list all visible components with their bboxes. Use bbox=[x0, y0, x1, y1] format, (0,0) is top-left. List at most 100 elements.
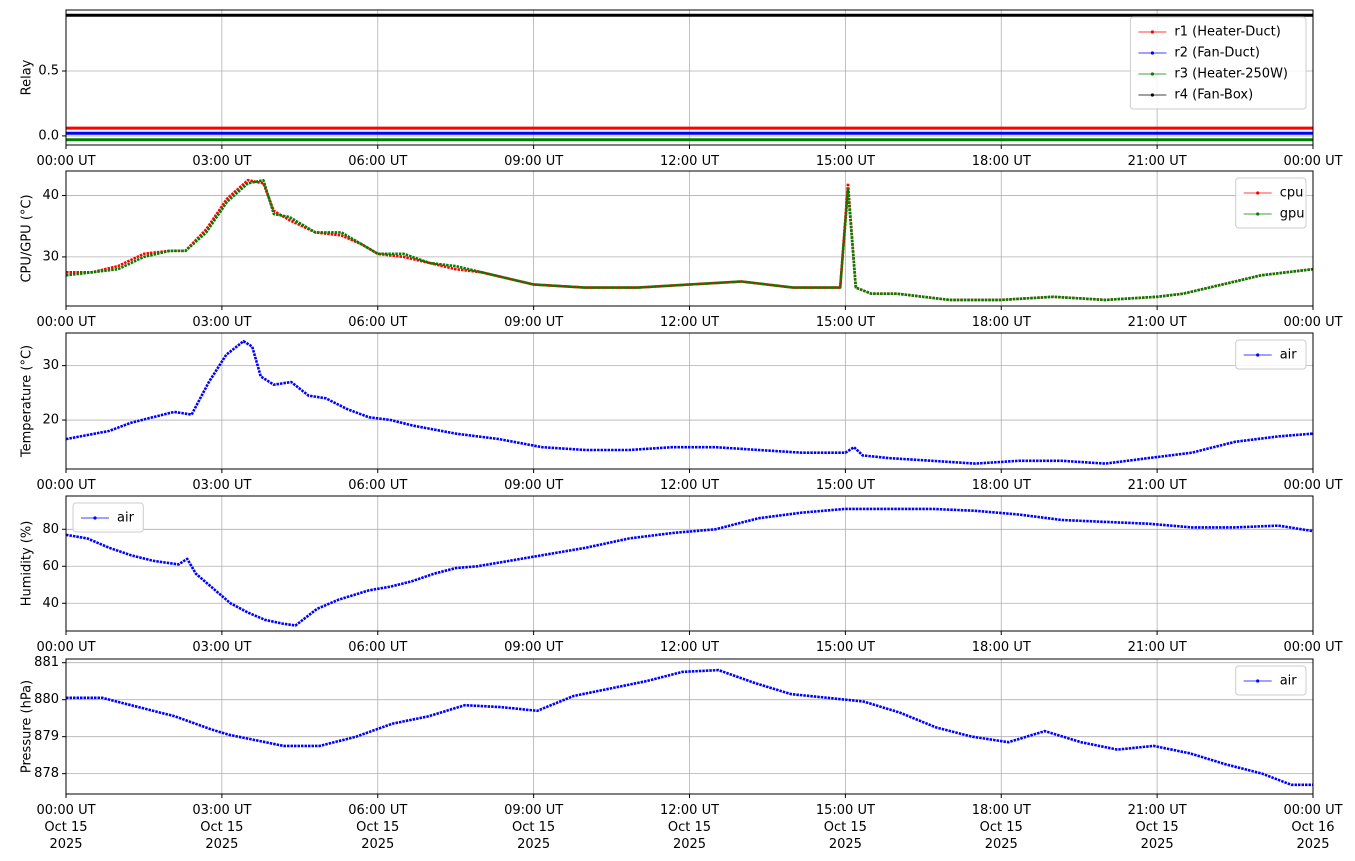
y-axis-label: Pressure (hPa) bbox=[20, 680, 35, 773]
x-tick-label: 12:00 UT bbox=[660, 154, 719, 169]
y-tick-label: 40 bbox=[42, 188, 59, 203]
x-tick-label: 12:00 UT bbox=[660, 640, 719, 655]
legend-box bbox=[1129, 16, 1307, 110]
x-tick-date: Oct 16 bbox=[1291, 820, 1334, 835]
x-tick-label: 09:00 UT bbox=[504, 640, 563, 655]
x-tick-year: 2025 bbox=[829, 837, 862, 852]
series-air-line bbox=[66, 668, 1313, 787]
x-tick-label: 06:00 UT bbox=[348, 803, 407, 818]
y-axis-label: Humidity (%) bbox=[20, 521, 35, 607]
x-tick-label: 00:00 UT bbox=[1283, 154, 1342, 169]
x-tick-label: 09:00 UT bbox=[504, 478, 563, 493]
x-tick-label: 06:00 UT bbox=[348, 478, 407, 493]
x-tick-label: 18:00 UT bbox=[972, 154, 1031, 169]
x-tick-label: 00:00 UT bbox=[36, 154, 95, 169]
legend-swatch-marker bbox=[1256, 679, 1260, 683]
x-tick-label: 18:00 UT bbox=[972, 315, 1031, 330]
legend-swatch-marker bbox=[1150, 30, 1154, 34]
y-tick-label: 80 bbox=[42, 522, 59, 537]
x-tick-date: Oct 15 bbox=[1136, 820, 1179, 835]
panel-3: air bbox=[62, 332, 1314, 473]
x-tick-year: 2025 bbox=[205, 837, 238, 852]
legend-entry: r1 (Heater-Duct) bbox=[1174, 25, 1280, 40]
x-tick-label: 06:00 UT bbox=[348, 154, 407, 169]
x-tick-label: 00:00 UT bbox=[1283, 803, 1342, 818]
x-tick-label: 09:00 UT bbox=[504, 803, 563, 818]
legend-entry: r4 (Fan-Box) bbox=[1174, 88, 1253, 103]
x-tick-year: 2025 bbox=[673, 837, 706, 852]
x-tick-label: 18:00 UT bbox=[972, 478, 1031, 493]
panel-2: cpu gpu bbox=[62, 170, 1314, 310]
x-tick-label: 21:00 UT bbox=[1128, 640, 1187, 655]
legend-box bbox=[72, 502, 144, 533]
x-tick-label: 12:00 UT bbox=[660, 315, 719, 330]
x-tick-year: 2025 bbox=[517, 837, 550, 852]
x-tick-label: 03:00 UT bbox=[192, 640, 251, 655]
x-tick-date: Oct 15 bbox=[44, 820, 87, 835]
legend-swatch-marker bbox=[1256, 212, 1260, 216]
x-tick-label: 18:00 UT bbox=[972, 640, 1031, 655]
y-axis-label: Relay bbox=[20, 59, 35, 95]
x-tick-label: 00:00 UT bbox=[36, 640, 95, 655]
legend-entry: r2 (Fan-Duct) bbox=[1174, 46, 1260, 61]
x-tick-label: 12:00 UT bbox=[660, 478, 719, 493]
x-tick-label: 03:00 UT bbox=[192, 803, 251, 818]
y-tick-label: 30 bbox=[42, 249, 59, 264]
panel-5: air bbox=[62, 658, 1314, 798]
legend-entry: air bbox=[1280, 348, 1298, 363]
x-tick-date: Oct 15 bbox=[824, 820, 867, 835]
x-tick-label: 00:00 UT bbox=[1283, 640, 1342, 655]
legend-box bbox=[1235, 339, 1307, 370]
x-tick-label: 03:00 UT bbox=[192, 154, 251, 169]
x-tick-label: 15:00 UT bbox=[816, 315, 875, 330]
y-tick-label: 40 bbox=[42, 596, 59, 611]
x-tick-date: Oct 15 bbox=[668, 820, 711, 835]
y-axis-label: CPU/GPU (°C) bbox=[20, 194, 35, 282]
y-axis-label: Temperature (°C) bbox=[20, 345, 35, 458]
legend-swatch-marker bbox=[93, 516, 97, 520]
y-tick-label: 0.0 bbox=[38, 128, 59, 143]
panel-4: air bbox=[62, 495, 1314, 635]
y-tick-label: 0.5 bbox=[38, 64, 59, 79]
series-air-line bbox=[65, 507, 1314, 627]
legend-entry: air bbox=[1280, 674, 1298, 689]
y-tick-label: 30 bbox=[42, 358, 59, 373]
legend-box bbox=[1235, 665, 1307, 696]
y-tick-label: 881 bbox=[34, 655, 59, 670]
x-tick-date: Oct 15 bbox=[356, 820, 399, 835]
y-tick-label: 880 bbox=[34, 692, 59, 707]
x-tick-label: 21:00 UT bbox=[1128, 478, 1187, 493]
legend: air bbox=[1235, 339, 1307, 370]
x-tick-label: 06:00 UT bbox=[348, 640, 407, 655]
x-tick-label: 15:00 UT bbox=[816, 154, 875, 169]
legend: air bbox=[72, 502, 144, 533]
x-tick-year: 2025 bbox=[1141, 837, 1174, 852]
x-tick-label: 15:00 UT bbox=[816, 640, 875, 655]
series-air-line bbox=[65, 339, 1314, 465]
x-tick-year: 2025 bbox=[985, 837, 1018, 852]
legend: air bbox=[1235, 665, 1307, 696]
legend-entry: r3 (Heater-250W) bbox=[1174, 67, 1288, 82]
y-tick-label: 20 bbox=[42, 413, 59, 428]
y-tick-label: 60 bbox=[42, 559, 59, 574]
x-tick-label: 03:00 UT bbox=[192, 315, 251, 330]
series-gpu-line bbox=[65, 178, 1314, 302]
x-tick-label: 12:00 UT bbox=[660, 803, 719, 818]
x-tick-date: Oct 15 bbox=[980, 820, 1023, 835]
legend-box bbox=[1235, 177, 1307, 229]
legend-swatch-marker bbox=[1256, 191, 1260, 195]
x-tick-label: 06:00 UT bbox=[348, 315, 407, 330]
x-tick-label: 00:00 UT bbox=[36, 803, 95, 818]
x-tick-label: 15:00 UT bbox=[816, 803, 875, 818]
x-tick-label: 00:00 UT bbox=[1283, 315, 1342, 330]
x-tick-year: 2025 bbox=[361, 837, 394, 852]
x-tick-year: 2025 bbox=[49, 837, 82, 852]
legend: r1 (Heater-Duct) r2 (Fan-Duct) r3 (Heater-… bbox=[1129, 16, 1307, 110]
legend-swatch-marker bbox=[1150, 72, 1154, 76]
legend-entry: cpu bbox=[1280, 186, 1304, 201]
x-tick-label: 21:00 UT bbox=[1128, 315, 1187, 330]
x-tick-label: 21:00 UT bbox=[1128, 154, 1187, 169]
x-tick-label: 00:00 UT bbox=[1283, 478, 1342, 493]
legend-entry: gpu bbox=[1280, 207, 1305, 222]
